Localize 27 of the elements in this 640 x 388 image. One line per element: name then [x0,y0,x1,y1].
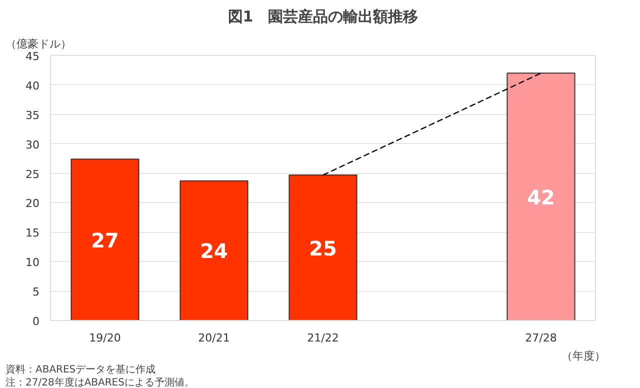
x-axis-title: （年度） [562,350,606,362]
y-tick-label: 20 [26,197,40,210]
x-tick-label: 27/28 [525,332,557,344]
y-tick-label: 30 [26,138,40,152]
bar [288,174,358,320]
x-tick-label: 21/22 [307,332,339,344]
text: 注：27/28年度はABARESによる予測値。 [6,376,194,388]
y-tick-label: 10 [26,256,40,270]
y-tick-label: 35 [26,108,40,122]
data-label: 24 [200,239,228,264]
y-tick-label: 40 [26,79,40,92]
y-tick-label: 45 [26,50,40,63]
chart-title: 図1 園芸産品の輸出額推移 [228,8,418,26]
y-tick-label: 25 [26,168,40,181]
data-label: 42 [527,185,555,210]
y-tick-label: 0 [32,315,40,328]
x-tick-label: 20/21 [198,332,230,344]
bar [180,180,248,320]
bar [506,72,576,320]
bar [70,158,140,320]
data-label: 25 [309,236,337,260]
x-tick-label: 19/20 [89,332,121,344]
y-tick-label: 5 [32,286,40,299]
y-axis-title: （億豪ドル） [6,38,72,50]
y-tick-label: 15 [26,226,40,240]
text: 資料：ABARESデータを基に作成 [6,364,156,376]
data-label: 27 [91,228,119,252]
